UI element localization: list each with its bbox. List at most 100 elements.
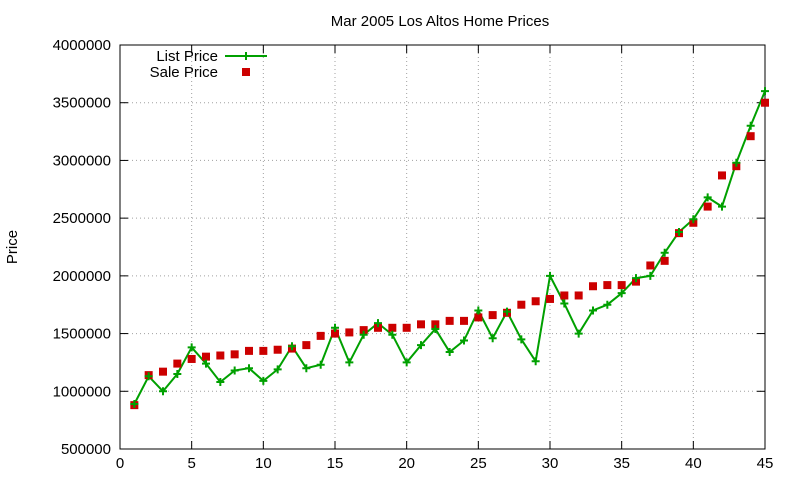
list-price-point bbox=[388, 330, 397, 339]
x-tick-label: 0 bbox=[116, 455, 124, 472]
list-price-point bbox=[460, 336, 468, 345]
chart-title: Mar 2005 Los Altos Home Prices bbox=[331, 13, 549, 30]
sale-price-point bbox=[560, 291, 569, 300]
x-tick-label: 40 bbox=[685, 455, 702, 472]
y-tick-label: 4000000 bbox=[53, 37, 111, 54]
sale-price-point bbox=[173, 359, 182, 368]
sale-price-point bbox=[302, 341, 311, 350]
list-price-point bbox=[245, 364, 253, 373]
sale-price-point bbox=[445, 316, 454, 325]
sale-price-point bbox=[187, 354, 196, 363]
sale-price-point bbox=[746, 132, 755, 141]
sale-price-point bbox=[660, 256, 669, 265]
x-tick-label: 20 bbox=[398, 455, 415, 472]
x-tick-label: 5 bbox=[187, 455, 195, 472]
sale-price-point bbox=[273, 345, 282, 354]
sale-price-point bbox=[460, 316, 468, 325]
x-tick-label: 10 bbox=[255, 455, 272, 472]
sale-price-point bbox=[703, 202, 712, 211]
plot-frame bbox=[119, 44, 766, 450]
sale-price-point bbox=[603, 281, 612, 290]
list-price-point bbox=[345, 358, 354, 367]
sale-price-point bbox=[517, 300, 526, 309]
legend-label-list-price: List Price bbox=[156, 48, 218, 65]
list-price-point bbox=[445, 348, 454, 357]
sale-price-point bbox=[345, 328, 354, 337]
y-tick-label: 1500000 bbox=[53, 326, 111, 343]
list-price-point bbox=[660, 248, 669, 257]
list-price-point bbox=[359, 330, 368, 339]
list-price-point bbox=[316, 360, 325, 369]
list-price-point bbox=[517, 335, 526, 344]
sale-price-point bbox=[202, 352, 210, 361]
list-price-point bbox=[374, 319, 382, 328]
list-price-point bbox=[216, 378, 225, 387]
sale-price-point bbox=[488, 311, 497, 320]
list-price-point bbox=[302, 364, 311, 373]
list-price-point bbox=[130, 399, 139, 408]
legend-label-sale-price: Sale Price bbox=[150, 64, 218, 81]
list-price-point bbox=[402, 358, 411, 367]
x-tick-label: 30 bbox=[542, 455, 559, 472]
y-tick-label: 1000000 bbox=[53, 383, 111, 400]
sale-price-point bbox=[316, 331, 325, 340]
y-axis-label: Price bbox=[4, 230, 21, 264]
list-price-point bbox=[675, 227, 683, 236]
list-price-point bbox=[689, 215, 698, 224]
sale-price-point bbox=[388, 323, 397, 332]
list-price-point bbox=[417, 341, 425, 350]
y-tick-label: 3000000 bbox=[53, 152, 111, 169]
list-price-point bbox=[718, 202, 726, 211]
list-price-point bbox=[488, 334, 497, 343]
x-tick-label: 25 bbox=[470, 455, 487, 472]
sale-price-point bbox=[546, 294, 554, 303]
sale-price-point bbox=[359, 326, 368, 335]
sale-price-point bbox=[574, 291, 583, 300]
list-price-point bbox=[288, 342, 296, 351]
list-price-point bbox=[617, 289, 626, 298]
list-price-point bbox=[431, 324, 440, 333]
y-tick-label: 3500000 bbox=[53, 95, 111, 112]
list-price-point bbox=[331, 323, 339, 332]
sale-price-point bbox=[216, 351, 225, 360]
list-price-point bbox=[574, 329, 583, 338]
list-price-point bbox=[560, 299, 569, 308]
sale-price-point bbox=[718, 171, 726, 180]
list-price-point bbox=[144, 372, 153, 381]
sale-price-point bbox=[617, 281, 626, 290]
sale-price-point bbox=[402, 323, 411, 332]
x-tick-label: 35 bbox=[613, 455, 630, 472]
list-price-point bbox=[589, 306, 597, 315]
series bbox=[130, 87, 769, 410]
list-price-point bbox=[703, 193, 712, 202]
list-price-point bbox=[503, 307, 511, 316]
sale-price-point bbox=[259, 346, 268, 355]
sale-price-point bbox=[417, 320, 425, 329]
list-price-point bbox=[230, 366, 239, 375]
sale-price-point bbox=[374, 323, 382, 332]
legend-marker-list-price bbox=[242, 52, 250, 60]
y-tick-label: 2500000 bbox=[53, 210, 111, 227]
list-price-point bbox=[273, 365, 282, 374]
legend-marker-sale-price bbox=[242, 68, 250, 76]
list-price-point bbox=[202, 359, 210, 368]
y-tick-label: 2000000 bbox=[53, 268, 111, 285]
list-price-point bbox=[173, 369, 182, 378]
legend: List Price Sale Price bbox=[150, 48, 267, 81]
sale-price-point bbox=[431, 320, 440, 329]
axis-ticks: 0 5 10 15 20 25 30 35 40 45 500000 1000000 1500000 20… bbox=[53, 37, 774, 472]
list-price-point bbox=[546, 271, 554, 280]
sale-price-point bbox=[761, 98, 769, 107]
list-price-point bbox=[746, 121, 755, 130]
list-price-point bbox=[603, 300, 612, 309]
list-price-point bbox=[732, 158, 741, 167]
y-tick-label: 500000 bbox=[61, 441, 111, 458]
sale-price-point bbox=[646, 261, 655, 270]
sale-price-point bbox=[159, 367, 167, 376]
x-tick-label: 45 bbox=[757, 455, 774, 472]
list-price-point bbox=[646, 271, 655, 280]
list-price-point bbox=[632, 274, 640, 283]
sale-price-point bbox=[230, 350, 239, 359]
list-price-point bbox=[187, 343, 196, 352]
